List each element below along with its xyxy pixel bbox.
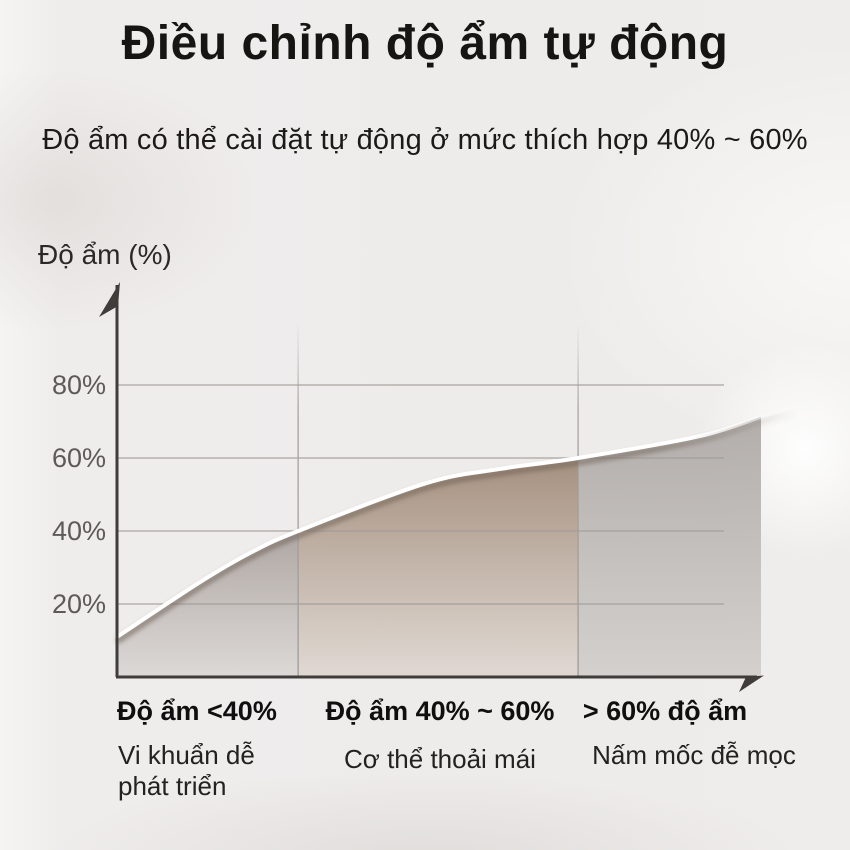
y-axis-title: Độ ẩm (%) <box>38 239 172 270</box>
x-axis-arrow-icon <box>739 675 764 692</box>
y-tick-20: 20% <box>51 589 106 619</box>
zone-fill-2 <box>578 416 761 677</box>
zone-label-high: > 60% độ ẩm <box>582 696 748 726</box>
y-tick-80: 80% <box>51 370 106 400</box>
zone-label-mid: Độ ẩm 40% ~ 60% <box>325 696 555 726</box>
curve-shadow <box>115 400 834 645</box>
y-axis-arrow-icon <box>99 282 120 317</box>
curve-line <box>115 397 835 639</box>
zone-desc-mid: Cơ thể thoải mái <box>344 744 536 774</box>
page-subtitle: Độ ẩm có thể cài đặt tự động ở mức thích… <box>42 124 808 156</box>
zone-desc-high: Nấm mốc đễ mọc <box>592 740 796 770</box>
page-title: Điều chỉnh độ ẩm tự động <box>121 17 729 70</box>
zone-fill-1 <box>298 457 579 677</box>
y-tick-60: 60% <box>51 443 106 473</box>
zone-label-low: Độ ẩm <40% <box>117 696 277 726</box>
zone-desc-low: Vi khuẩn dễ phát triển <box>118 740 255 801</box>
y-tick-40: 40% <box>51 516 106 546</box>
